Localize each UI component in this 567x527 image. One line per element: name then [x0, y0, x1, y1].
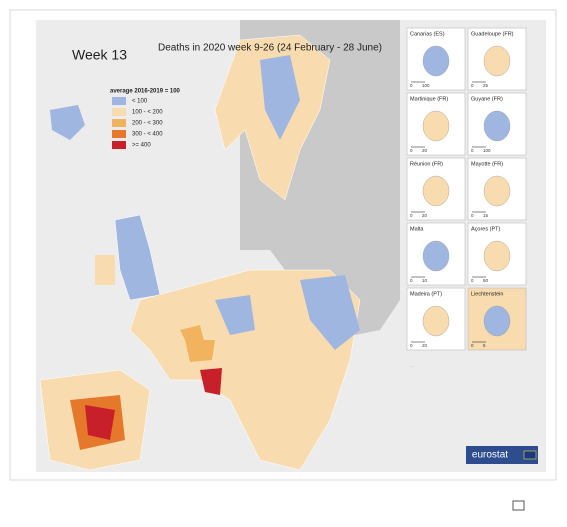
- scale-label: 50: [483, 278, 489, 283]
- map: [39, 20, 400, 471]
- inset-title: Malta: [410, 226, 424, 232]
- region-red: [200, 368, 222, 395]
- scale-label: 0: [471, 213, 474, 218]
- legend-swatch: [112, 130, 126, 138]
- scale-label: 0: [471, 148, 474, 153]
- inset-land: [483, 240, 511, 272]
- region-blue: [260, 55, 300, 140]
- inset-land: [422, 110, 450, 142]
- scale-label: 20: [422, 343, 428, 348]
- legend-title: average 2016-2019 = 100: [110, 89, 181, 95]
- logo-box: [466, 446, 538, 464]
- inset-title: Açores (PT): [471, 226, 501, 232]
- scale-label: 0: [410, 83, 413, 88]
- legend-swatch: [112, 108, 126, 116]
- inset-land: [422, 305, 450, 337]
- scale-label: 10: [422, 278, 428, 283]
- inset-title: Mayotte (FR): [471, 161, 503, 167]
- inset-land: [483, 45, 511, 77]
- scale-label: 20: [422, 148, 428, 153]
- legend-swatch: [112, 141, 126, 149]
- scale-label: 0: [410, 213, 413, 218]
- legend-label: 200 - < 300: [132, 121, 163, 127]
- iceland: [50, 105, 85, 140]
- scale-label: 20: [422, 213, 428, 218]
- region-orange: [185, 340, 215, 362]
- scale-label: 0: [410, 148, 413, 153]
- legend-label: 100 - < 200: [132, 110, 163, 116]
- scale-label: 0: [471, 83, 474, 88]
- map-title: Deaths in 2020 week 9-26 (24 February - …: [158, 43, 382, 54]
- mainland: [129, 269, 361, 471]
- scale-label: 100: [422, 83, 430, 88]
- scale-label: 0: [471, 278, 474, 283]
- legend-label: < 100: [132, 99, 148, 105]
- inset-title: Madeira (PT): [410, 291, 442, 297]
- scale-label: 25: [483, 83, 489, 88]
- inset-frame: [467, 157, 527, 221]
- scale-label: 15: [483, 213, 489, 218]
- scale-label: 100: [483, 148, 491, 153]
- scale-label: 0: [410, 278, 413, 283]
- region-blue: [215, 295, 255, 335]
- inset-title: Guadeloupe (FR): [471, 31, 514, 37]
- inset-title: Martinique (FR): [410, 96, 448, 102]
- region-blue: [300, 275, 360, 350]
- scale-label: 0: [471, 343, 474, 348]
- legend-swatch: [112, 97, 126, 105]
- inset-land: [483, 110, 511, 142]
- inset-title: Canarias (ES): [410, 31, 445, 37]
- legend-label: >= 400: [132, 143, 151, 149]
- footnote: ...: [410, 363, 413, 368]
- inset-land: [422, 175, 450, 207]
- region-red: [85, 405, 115, 440]
- ireland: [95, 255, 115, 285]
- expand-icon[interactable]: [512, 500, 525, 511]
- inset-title: Guyane (FR): [471, 96, 503, 102]
- flag: [523, 450, 537, 460]
- logo: eurostat: [472, 450, 508, 461]
- inset-title: Réunion (FR): [410, 161, 443, 167]
- inset-title: Liechtenstein: [471, 291, 503, 297]
- inset-land: [483, 175, 511, 207]
- scale-label: 0: [410, 343, 413, 348]
- week-label: Week 13: [72, 47, 127, 63]
- legend-swatch: [112, 119, 126, 127]
- scale-label: 5: [483, 343, 486, 348]
- legend-label: 300 - < 400: [132, 132, 163, 138]
- inset-land: [483, 305, 511, 337]
- inset-land: [422, 240, 450, 272]
- inset-land: [422, 45, 450, 77]
- legend: < 100 100 - < 200 200 - < 300 300 - < 400 >=…: [112, 97, 163, 149]
